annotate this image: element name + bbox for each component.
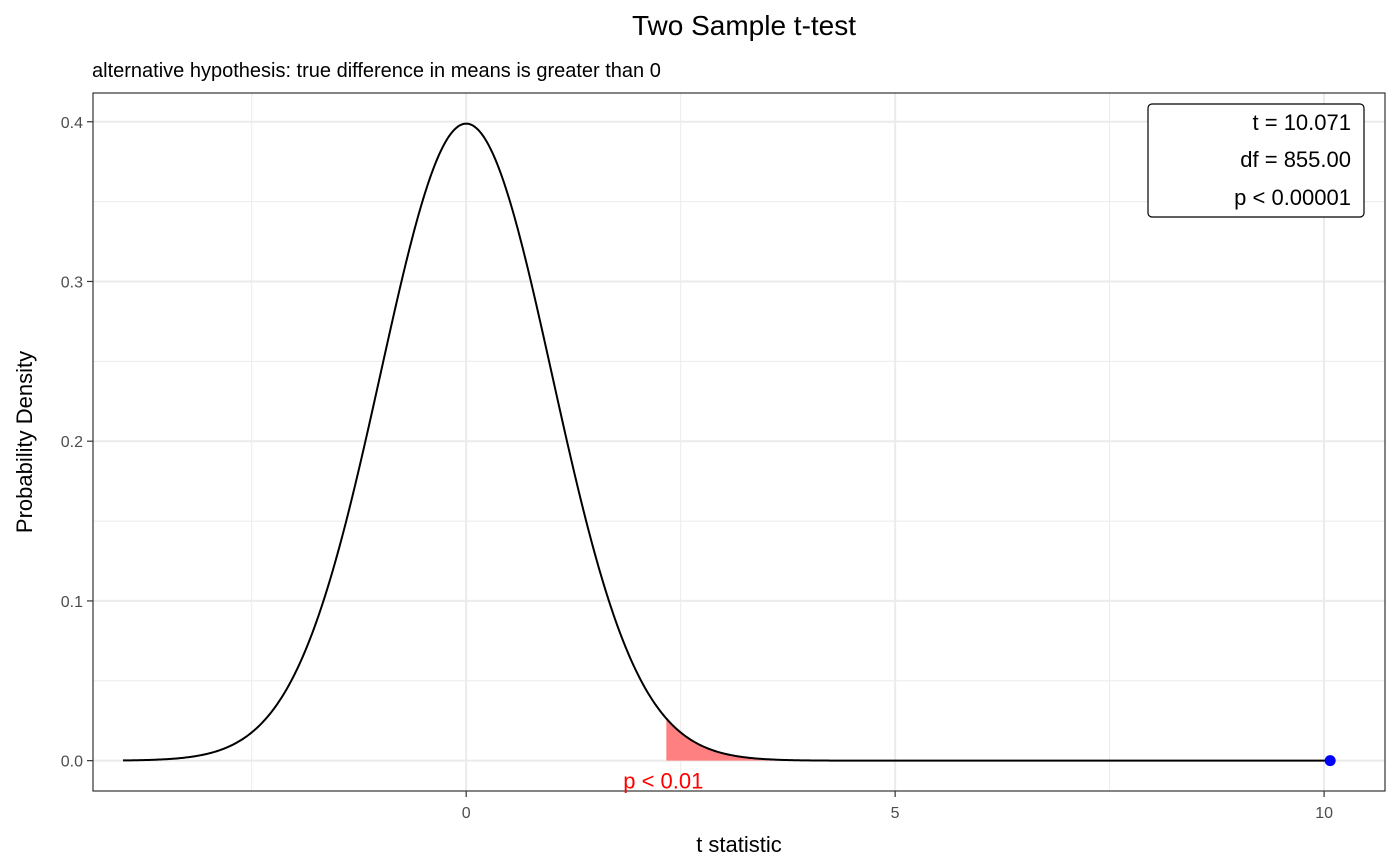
observed-t-point — [1324, 755, 1336, 767]
shaded-tail-area — [666, 718, 810, 761]
stats-box-frame — [1147, 103, 1365, 218]
stats-box: t = 10.071 df = 855.00 p < 0.00001 — [1147, 103, 1365, 218]
observed-statistic-layer — [1324, 755, 1336, 767]
panel-border — [92, 92, 1386, 792]
chart-subtitle: alternative hypothesis: true difference … — [92, 60, 661, 82]
p-value-annotation: p < 0.01 — [623, 769, 703, 794]
x-tick-label: 5 — [891, 805, 900, 822]
y-tick-label: 0.2 — [61, 434, 83, 451]
y-tick-label: 0.0 — [61, 754, 83, 771]
x-tick-label: 10 — [1315, 805, 1333, 822]
density-curve — [123, 122, 1331, 762]
rejection-region — [666, 718, 810, 761]
stat-p-value: p < 0.00001 — [1234, 185, 1351, 210]
stat-t-value: t = 10.071 — [1253, 110, 1351, 135]
x-axis-ticks: 0 5 10 — [462, 791, 1333, 822]
y-axis-ticks: 0.0 0.1 0.2 0.3 0.4 — [61, 115, 93, 771]
stat-df-value: df = 855.00 — [1240, 147, 1351, 172]
y-axis-label: Probability Density — [12, 351, 37, 533]
y-tick-label: 0.1 — [61, 594, 83, 611]
y-tick-label: 0.3 — [61, 274, 83, 291]
grid-lines — [93, 93, 1385, 791]
y-tick-label: 0.4 — [61, 115, 83, 132]
x-axis-label: t statistic — [696, 832, 782, 857]
x-tick-label: 0 — [462, 805, 471, 822]
chart-title: Two Sample t-test — [632, 10, 856, 41]
density-curve-layer — [123, 122, 1331, 762]
